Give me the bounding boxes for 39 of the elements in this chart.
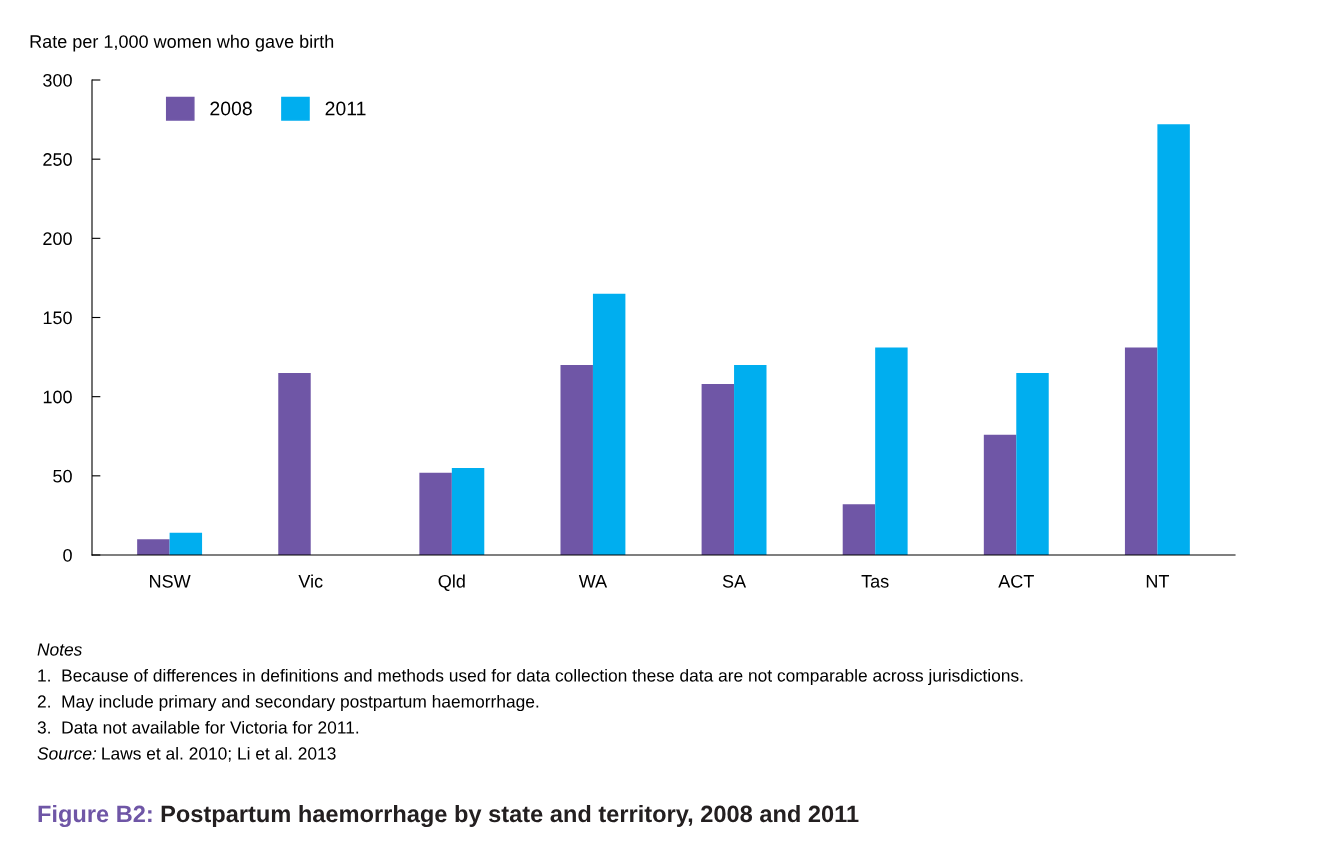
bar xyxy=(560,365,593,555)
legend-label: 2008 xyxy=(210,101,252,116)
bar xyxy=(137,539,170,555)
bar xyxy=(169,532,203,555)
x-tick-label: Qld xyxy=(438,574,465,591)
x-tick-label: NSW xyxy=(150,574,191,588)
bar xyxy=(1016,372,1049,555)
text: 2. May include primary and secondary postpartum haemorrhage. xyxy=(37,694,539,712)
y-tick-label: 200 xyxy=(43,232,72,246)
y-tick-label: 300 xyxy=(43,73,72,87)
y-tick-label: 100 xyxy=(43,390,72,404)
y-axis-title: Rate per 1,000 women who gave birth xyxy=(30,34,334,52)
bar xyxy=(451,467,485,555)
x-tick-label: Tas xyxy=(861,575,889,588)
bar xyxy=(419,472,452,555)
y-tick-label: 50 xyxy=(53,469,72,483)
source-note: Source: Laws et al. 2010; Li et al. 2013 xyxy=(37,746,336,762)
legend-label: 2011 xyxy=(325,101,366,116)
bar xyxy=(875,347,908,555)
y-tick-label: 0 xyxy=(63,548,72,562)
bar xyxy=(592,293,626,555)
bar xyxy=(1124,347,1158,555)
text: Notes xyxy=(37,643,82,656)
y-tick-label: 150 xyxy=(43,311,72,325)
text: 3. Data not available for Victoria for 2011. xyxy=(37,720,359,734)
text: Figure B2: Postpartum haemorrhage by state and territory, 2008 and 2011 xyxy=(38,804,859,828)
bar xyxy=(278,372,311,555)
x-tick-label: ACT xyxy=(998,574,1034,588)
y-tick-label: 250 xyxy=(43,153,72,166)
bar xyxy=(1157,124,1190,555)
x-tick-label: NT xyxy=(1146,575,1170,588)
x-tick-label: WA xyxy=(578,575,608,588)
text: 1. Because of differences in definitions and methods used for data collection these data are not comparable across jurisdictions. xyxy=(38,668,1023,686)
x-tick-label: SA xyxy=(722,574,747,588)
x-tick-label: Vic xyxy=(298,574,323,588)
bar xyxy=(701,384,735,555)
bar xyxy=(842,504,876,555)
bar xyxy=(983,434,1017,555)
bar xyxy=(734,365,767,555)
